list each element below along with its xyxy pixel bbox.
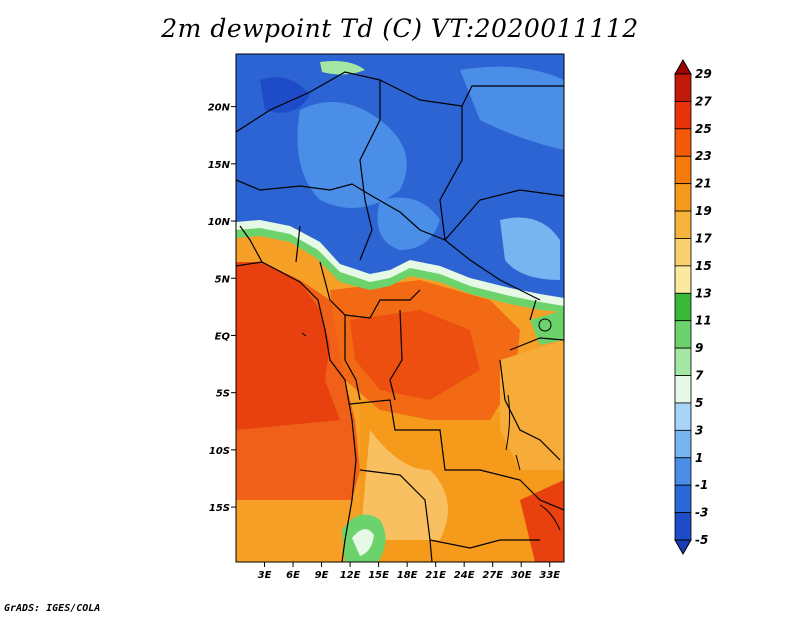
colorbar-label: 1	[695, 451, 703, 465]
colorbar-min-arrow	[674, 539, 692, 556]
colorbar-label: 21	[695, 177, 712, 191]
lat-tick-label: 20N	[208, 103, 231, 114]
lon-tick-label: 27E	[482, 570, 503, 581]
colorbar-segment	[674, 320, 692, 349]
colorbar-label: 5	[695, 396, 703, 410]
colorbar-label: 11	[695, 314, 712, 328]
colorbar-label: -1	[695, 478, 708, 492]
colorbar-segment	[674, 128, 692, 157]
lon-tick-label: 9E	[315, 570, 329, 581]
lat-tick-label: EQ	[215, 331, 231, 342]
lon-tick-label: 15E	[368, 570, 389, 581]
lat-tick-label: 5S	[216, 389, 230, 400]
grads-credit: GrADS: IGES/COLA	[4, 603, 101, 614]
colorbar-segment	[674, 292, 692, 322]
colorbar-label: 27	[695, 94, 712, 108]
dewpoint-map: 20N 15N 10N 5N EQ 5S 10S 15S 3E 6E 9E 12E 15E 18E 21E…	[208, 53, 712, 581]
lon-tick-label: 6E	[286, 570, 300, 581]
colorbar-label: 23	[695, 149, 712, 163]
lon-tick-label: 30E	[511, 570, 532, 581]
lat-tick-label: 10N	[208, 217, 231, 228]
colorbar-segment	[674, 484, 692, 513]
colorbar-segment	[674, 238, 692, 267]
country-borders	[236, 71, 564, 562]
latitude-axis: 20N 15N 10N 5N EQ 5S 10S 15S	[208, 103, 236, 514]
lon-tick-label: 33E	[539, 570, 560, 581]
colorbar: 29 27 25 23 21 19 17 15 13 11 9 7 5 3 1 -1 -3 -5	[674, 58, 712, 556]
colorbar-label: 9	[695, 341, 703, 355]
colorbar-segment	[674, 375, 692, 404]
colorbar-label: 29	[695, 67, 712, 81]
colorbar-segment	[674, 73, 692, 102]
colorbar-segment	[674, 101, 692, 130]
colorbar-segment	[674, 429, 692, 459]
colorbar-label: 15	[695, 259, 712, 273]
colorbar-max-arrow	[674, 58, 692, 75]
colorbar-segment	[674, 512, 692, 541]
longitude-axis: 3E 6E 9E 12E 15E 18E 21E 24E 27E 30E 33E	[258, 562, 560, 581]
colorbar-label: 3	[695, 423, 703, 437]
lat-tick-label: 15N	[208, 160, 231, 171]
colorbar-segment	[674, 155, 692, 185]
lon-tick-label: 24E	[454, 570, 475, 581]
colorbar-segment	[674, 402, 692, 431]
colorbar-segment	[674, 183, 692, 212]
lon-tick-label: 18E	[397, 570, 418, 581]
colorbar-segment	[674, 457, 692, 486]
colorbar-label: 13	[695, 286, 712, 300]
colorbar-label: 25	[695, 122, 712, 136]
lat-tick-label: 5N	[215, 274, 231, 285]
colorbar-label: 17	[695, 231, 712, 245]
colorbar-segment	[674, 347, 692, 376]
colorbar-label: -3	[695, 506, 708, 520]
colorbar-segment	[674, 210, 692, 239]
map-title: 2m dewpoint Td (C) VT:2020011112	[161, 14, 639, 43]
map-frame	[235, 53, 565, 563]
lat-tick-label: 15S	[209, 503, 230, 514]
coastline	[236, 261, 357, 562]
colorbar-label: -5	[695, 533, 708, 547]
lat-tick-label: 10S	[209, 446, 230, 457]
colorbar-segment	[674, 265, 692, 294]
colorbar-label: 7	[695, 369, 704, 383]
dewpoint-field	[236, 54, 564, 562]
lon-tick-label: 12E	[340, 570, 361, 581]
lon-tick-label: 3E	[258, 570, 272, 581]
lakes	[301, 318, 561, 531]
lon-tick-label: 21E	[425, 570, 446, 581]
colorbar-label: 19	[695, 204, 712, 218]
